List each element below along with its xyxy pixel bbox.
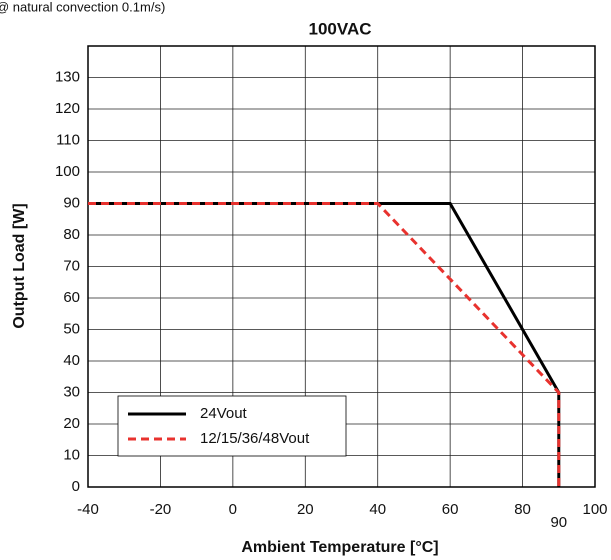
chart-title: 100VAC [309,19,372,38]
y-tick-label: 30 [63,383,80,400]
y-tick-label: 40 [63,352,80,369]
y-tick-label: 80 [63,226,80,243]
x-tick-label: 100 [582,501,607,518]
x-tick-label: 60 [442,501,459,518]
series-line [88,202,561,487]
y-tick-label: 50 [63,320,80,337]
plot-frame [87,45,596,488]
y-tick-label: 100 [55,163,80,180]
legend-label: 12/15/36/48Vout [200,430,310,447]
legend-box [117,395,347,457]
y-tick-label: 110 [56,131,80,148]
y-tick-label: 130 [55,68,80,85]
y-tick-label: 20 [63,415,80,432]
y-axis-label: Output Load [W] [11,203,28,328]
y-tick-label: 90 [63,194,80,211]
y-tick-label: 60 [63,289,80,306]
x-tick-label: 80 [514,501,531,518]
x-tick-label: 90 [550,514,567,531]
y-tick-label: 10 [63,446,80,463]
x-tick-label: 40 [369,501,386,518]
y-tick-label: 70 [63,257,80,274]
legend-label: 24Vout [200,405,248,422]
y-tick-label: 120 [55,100,80,117]
subtitle: @ natural convection 0.1m/s) [0,0,165,14]
x-tick-label: -20 [150,501,172,518]
x-tick-label: 0 [229,501,237,518]
y-tick-label: 0 [72,478,80,495]
x-tick-label: -40 [77,501,99,518]
x-axis-label: Ambient Temperature [°C] [241,539,438,556]
x-tick-label: 20 [297,501,314,518]
